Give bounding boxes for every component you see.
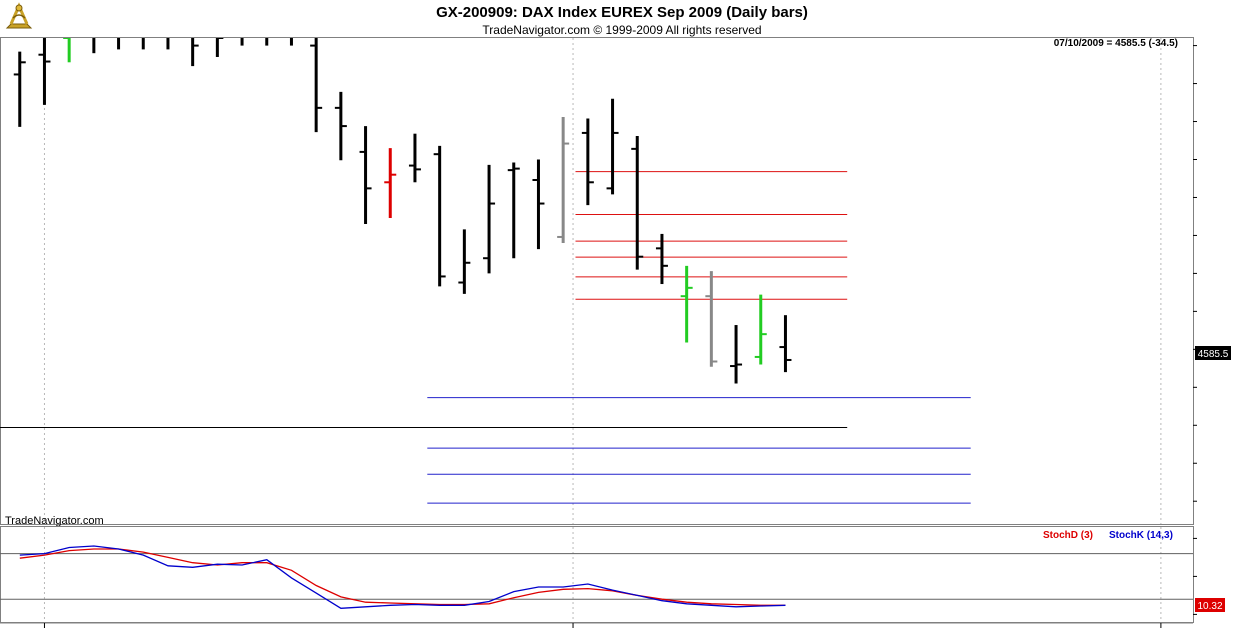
ohlc-bar [384, 148, 397, 218]
ohlc-bar [141, 38, 145, 50]
header: GX-200909: DAX Index EUREX Sep 2009 (Dai… [0, 0, 1245, 37]
stoch-series-line [19, 548, 786, 606]
ohlc-bar [191, 38, 199, 67]
ohlc-bar [215, 38, 224, 57]
header-background [0, 0, 1245, 37]
stoch-k-legend: StochK (14,3) [1109, 530, 1173, 541]
ohlc-bar [606, 98, 619, 195]
ohlc-bar [557, 116, 570, 244]
stoch-d-legend: StochD (3) [1043, 530, 1093, 541]
ohlc-bar [334, 91, 347, 161]
stoch-panel: StochD (3) StochK (14,3) 10.32 [0, 526, 1225, 623]
last-bar-label: 07/10/2009 = 4585.5 (-34.5) [1054, 38, 1178, 49]
watermark: TradeNavigator.com [5, 515, 104, 527]
ohlc-bar [117, 38, 121, 50]
price-grid [43, 38, 1162, 524]
ohlc-bar [631, 135, 644, 270]
price-box-background [1195, 346, 1231, 360]
stoch-value: 10.32 [1197, 601, 1222, 612]
ohlc-bar [779, 315, 792, 373]
ohlc-bar [581, 118, 594, 206]
ohlc-bar [92, 38, 96, 54]
ohlc-bar [13, 51, 26, 127]
price-y-axis [1193, 45, 1197, 502]
stoch-value-box: 10.32 [1195, 598, 1225, 612]
ohlc-bar [63, 38, 71, 63]
ohlc-bar [359, 126, 372, 225]
stoch-plot-frame [0, 526, 1194, 623]
stoch-lines [19, 545, 786, 609]
stoch-value-box-background [1195, 598, 1225, 612]
ohlc-bar [507, 162, 520, 259]
x-axis [0, 622, 1193, 628]
sextant-logo-icon [5, 2, 33, 29]
stoch-grid [0, 527, 1193, 622]
ohlc-bar [408, 133, 421, 183]
chart-title: GX-200909: DAX Index EUREX Sep 2009 (Dai… [436, 4, 808, 21]
ohlc-bar [458, 229, 471, 294]
ohlc-bar [166, 38, 170, 50]
price-box-value: 4585.5 [1198, 349, 1229, 360]
chart-subtitle: TradeNavigator.com © 1999-2009 All right… [482, 23, 761, 37]
ohlc-bar [730, 325, 743, 384]
ohlc-bar [433, 145, 446, 287]
price-panel: 07/10/2009 = 4585.5 (-34.5) 4585.5 Trade… [0, 37, 1231, 527]
price-bars [13, 38, 792, 384]
ohlc-bar [483, 164, 496, 274]
stoch-series-line [19, 545, 786, 609]
ohlc-bar [532, 159, 545, 250]
stoch-y-axis [1193, 537, 1197, 615]
ohlc-bar [705, 271, 718, 367]
price-levels [0, 171, 971, 504]
price-plot-frame [0, 37, 1194, 525]
ohlc-bar [310, 38, 323, 133]
ohlc-bar [680, 265, 693, 343]
ohlc-bar [655, 233, 668, 285]
ohlc-bar [38, 38, 51, 105]
price-box: 4585.5 [1195, 346, 1231, 360]
ohlc-bar [754, 294, 767, 365]
